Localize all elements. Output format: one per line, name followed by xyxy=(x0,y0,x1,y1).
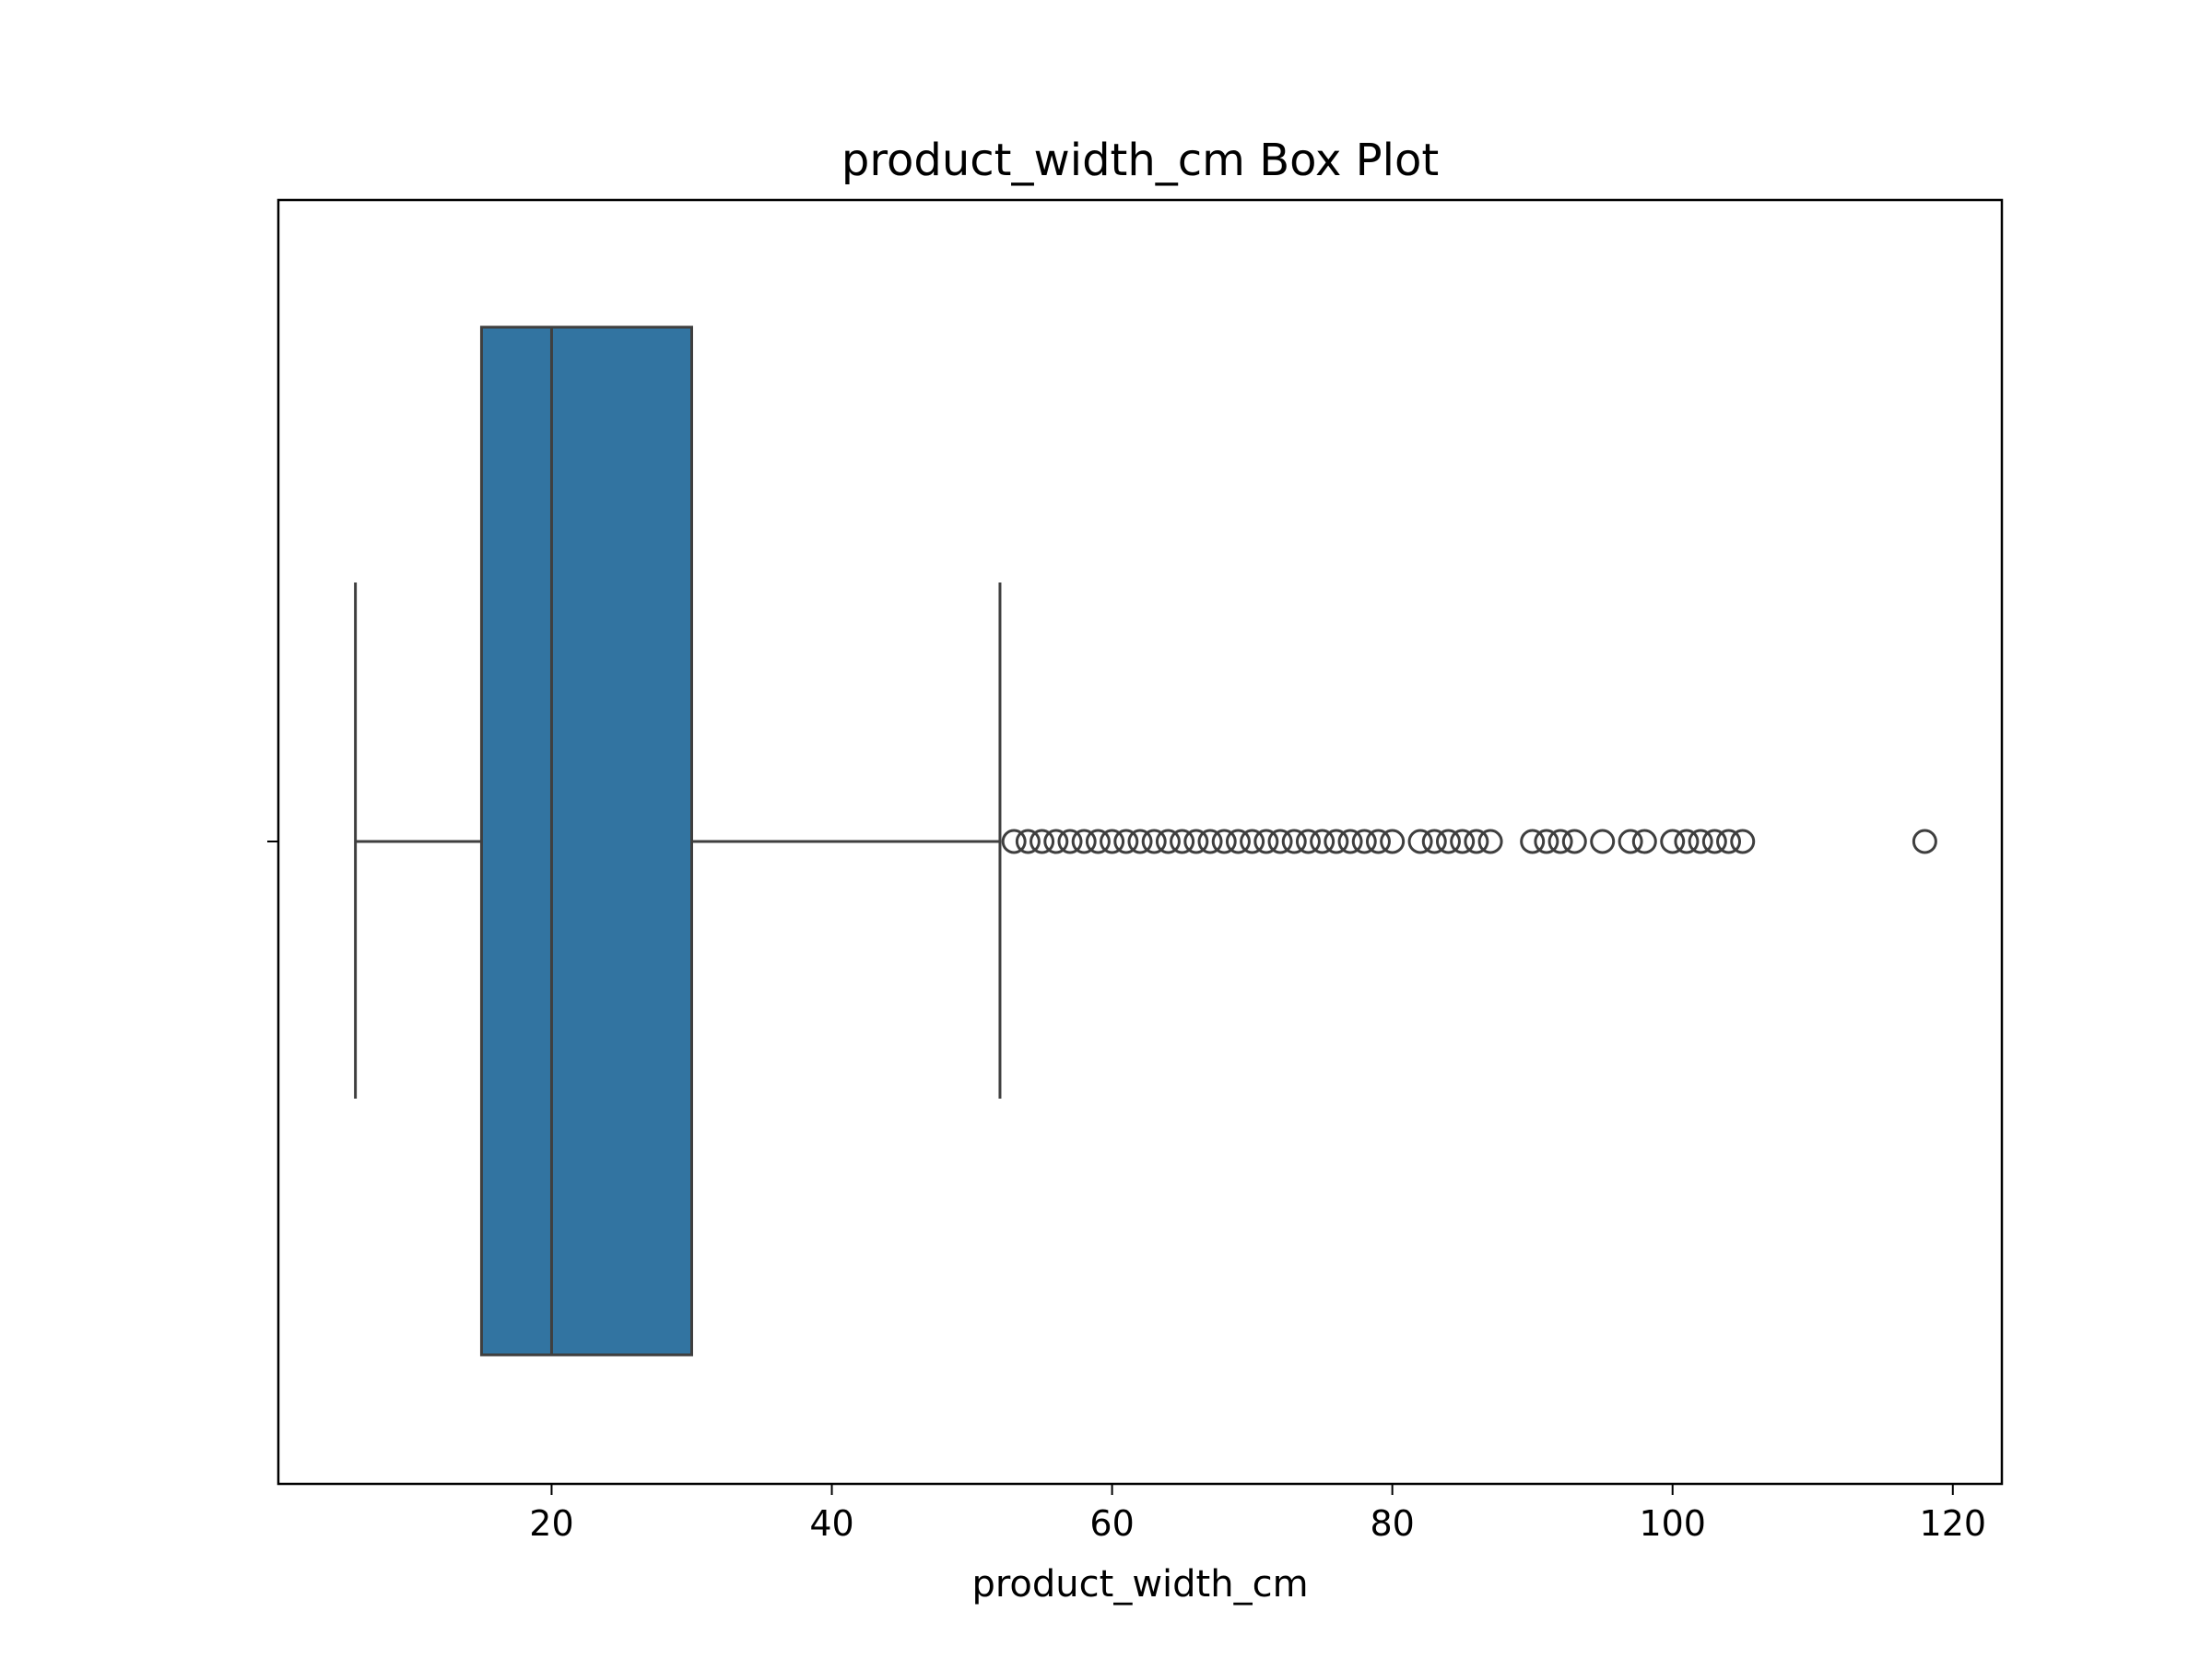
outlier-point xyxy=(1127,829,1153,854)
outlier-point xyxy=(1561,829,1587,854)
outlier-point xyxy=(1043,829,1069,854)
outlier-point xyxy=(1534,829,1559,854)
outlier-point xyxy=(1688,829,1713,854)
outlier-point xyxy=(1464,829,1489,854)
outlier-point xyxy=(1057,829,1083,854)
x-axis-label: product_width_cm xyxy=(971,1563,1308,1606)
outlier-point xyxy=(1267,829,1293,854)
outlier-point xyxy=(1141,829,1167,854)
outlier-point xyxy=(1631,829,1657,854)
outlier-point xyxy=(1253,829,1279,854)
outlier-point xyxy=(1225,829,1251,854)
outlier-point xyxy=(1155,829,1181,854)
outlier-point xyxy=(1085,829,1111,854)
outlier-point xyxy=(1450,829,1476,854)
outlier-point xyxy=(1197,829,1223,854)
outlier-point xyxy=(1435,829,1461,854)
outlier-point xyxy=(1240,829,1265,854)
outlier-point xyxy=(1380,829,1406,854)
outlier-point xyxy=(1618,829,1643,854)
outlier-point xyxy=(1030,829,1055,854)
chart-title: product_width_cm Box Plot xyxy=(841,135,1439,186)
outlier-point xyxy=(1211,829,1237,854)
outlier-point xyxy=(1351,829,1377,854)
outlier-point xyxy=(1001,829,1027,854)
x-axis: 20 40 60 80 100 120 xyxy=(267,841,1986,1544)
outlier-point xyxy=(1421,829,1447,854)
outlier-point xyxy=(1365,829,1391,854)
outlier-point xyxy=(1701,829,1727,854)
x-tick-label: 20 xyxy=(529,1503,573,1544)
outlier-point xyxy=(1170,829,1195,854)
outlier-point xyxy=(1716,829,1742,854)
iqr-box xyxy=(479,325,693,1357)
outlier-point xyxy=(1100,829,1125,854)
outlier-point xyxy=(1324,829,1349,854)
outlier-point xyxy=(1015,829,1041,854)
plot-area xyxy=(354,325,1937,1357)
x-tick-label: 60 xyxy=(1089,1503,1134,1544)
x-tick-label: 40 xyxy=(809,1503,853,1544)
outlier-point xyxy=(1310,829,1335,854)
outlier-point xyxy=(1660,829,1686,854)
x-tick-label: 120 xyxy=(1920,1503,1987,1544)
x-tick-label: 100 xyxy=(1639,1503,1706,1544)
outlier-point xyxy=(1674,829,1700,854)
outlier-point xyxy=(1477,829,1503,854)
outlier-point xyxy=(1281,829,1307,854)
outlier-point xyxy=(1407,829,1433,854)
outlier-point xyxy=(1520,829,1546,854)
outlier-point xyxy=(1113,829,1139,854)
outlier-point xyxy=(1912,829,1937,854)
outlier-point xyxy=(1183,829,1209,854)
outlier-point xyxy=(1295,829,1321,854)
outlier-point xyxy=(1337,829,1363,854)
x-tick-label: 80 xyxy=(1370,1503,1414,1544)
outlier-point xyxy=(1590,829,1616,854)
outlier-point xyxy=(1071,829,1097,854)
outlier-point xyxy=(1547,829,1573,854)
outlier-point xyxy=(1730,829,1756,854)
